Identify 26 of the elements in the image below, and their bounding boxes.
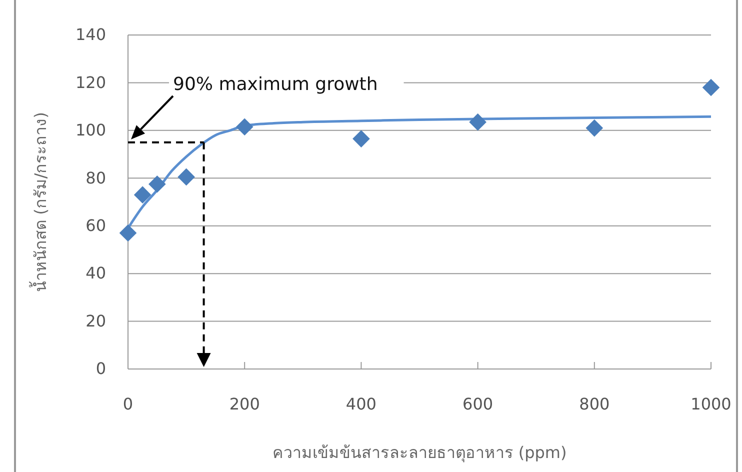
x-tick-label: 400 xyxy=(346,394,376,414)
point xyxy=(148,175,166,193)
x-tick-label: 800 xyxy=(579,394,610,414)
x-tick-label: 0 xyxy=(122,394,134,414)
x-tick-label: 600 xyxy=(462,394,494,414)
point xyxy=(469,113,486,131)
point xyxy=(178,168,195,186)
point xyxy=(586,119,604,137)
y-tick-label: 60 xyxy=(86,216,106,235)
annotation: 90% maximum growth xyxy=(173,74,378,95)
y-tick-label: 0 xyxy=(96,359,106,378)
x-tick-label: 200 xyxy=(229,394,260,414)
y-tick-label: 40 xyxy=(86,264,106,283)
point xyxy=(236,118,254,136)
x-tick-label: 1000 xyxy=(690,394,732,414)
point xyxy=(134,186,152,204)
point xyxy=(352,130,370,148)
point xyxy=(119,224,137,242)
x-axis-title: ความเข้มข้นสารละลายธาตุอาหาร (ppm) xyxy=(272,443,567,463)
y-tick-label: 100 xyxy=(75,120,106,140)
y-tick-label: 80 xyxy=(86,168,106,188)
y-tick-label: 20 xyxy=(86,311,106,330)
y-tick-label: 140 xyxy=(75,25,106,44)
y-tick-label: 120 xyxy=(75,72,106,92)
point xyxy=(702,78,720,96)
y-axis-title: น้ำหนักสด (กรัม/กระถาง) xyxy=(29,112,50,292)
